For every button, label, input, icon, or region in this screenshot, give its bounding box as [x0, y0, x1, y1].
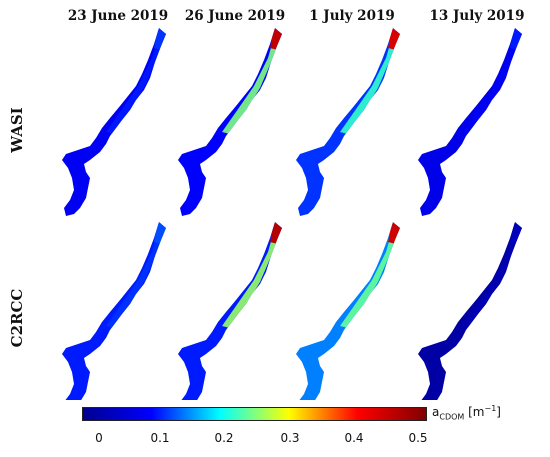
north-tip-area: [510, 28, 522, 50]
column-title-4: 13 July 2019: [429, 8, 525, 24]
colorbar-tick: 0.1: [150, 431, 170, 445]
lake-map-panel: [418, 28, 522, 216]
lake-map-panel: [418, 222, 522, 400]
lake-map-panel: [62, 222, 166, 400]
north-tip-area: [388, 28, 400, 50]
colorbar-unit-label: aCDOM [m−1]: [432, 404, 501, 422]
lake-body: [296, 222, 400, 400]
column-title-1: 23 June 2019: [67, 8, 169, 24]
column-title-3: 1 July 2019: [309, 8, 395, 24]
north-tip-area: [270, 28, 282, 50]
colorbar-tick: 0.5: [408, 431, 428, 445]
north-tip-area: [154, 222, 166, 244]
lake-map-grid: [62, 28, 522, 400]
colorbar-tick: 0.3: [280, 431, 300, 445]
north-tip-area: [154, 28, 166, 50]
column-title-2: 26 June 2019: [184, 8, 286, 24]
north-tip-area: [510, 222, 522, 244]
lake-map-panel: [178, 28, 282, 216]
lake-map-panel: [178, 222, 282, 400]
colorbar: [82, 407, 427, 421]
lake-map-panel: [296, 28, 400, 216]
colorbar-tick: 0.4: [344, 431, 364, 445]
lake-map-panel: [62, 28, 166, 216]
north-tip-area: [270, 222, 282, 244]
lake-map-panel: [296, 222, 400, 400]
lake-body: [62, 222, 166, 400]
colorbar-tick: 0: [95, 431, 103, 445]
lake-body: [418, 222, 522, 400]
colorbar-tick: 0.2: [214, 431, 234, 445]
lake-body: [178, 222, 282, 400]
north-tip-area: [388, 222, 400, 244]
